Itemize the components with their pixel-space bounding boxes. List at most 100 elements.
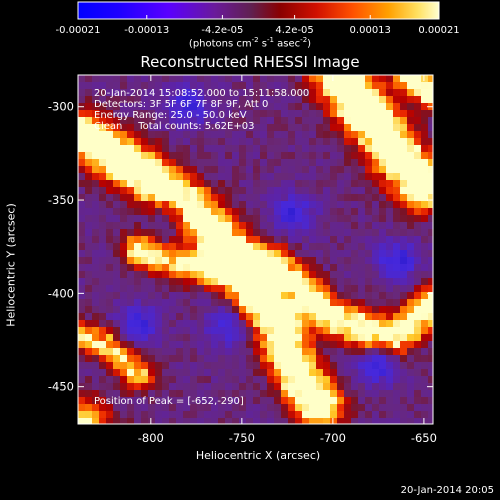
heatmap-cell [232, 159, 240, 167]
heatmap-cell [267, 383, 275, 391]
heatmap-cell [309, 292, 317, 300]
heatmap-cell [379, 383, 387, 391]
heatmap-cell [204, 355, 212, 363]
heatmap-cell [386, 180, 394, 188]
heatmap-cell [351, 110, 359, 118]
heatmap-cell [344, 313, 352, 321]
heatmap-cell [358, 362, 366, 370]
heatmap-cell [134, 313, 142, 321]
heatmap-cell [358, 327, 366, 335]
heatmap-cell [288, 180, 296, 188]
heatmap-cell [379, 285, 387, 293]
heatmap-cell [316, 278, 324, 286]
heatmap-cell [246, 159, 254, 167]
heatmap-cell [190, 117, 198, 125]
heatmap-cell [232, 271, 240, 279]
heatmap-cell [288, 152, 296, 160]
heatmap-cell [421, 369, 429, 377]
heatmap-cell [337, 138, 345, 146]
heatmap-cell [127, 390, 135, 398]
heatmap-cell [190, 152, 198, 160]
heatmap-cell [323, 173, 331, 181]
heatmap-cell [330, 285, 338, 293]
heatmap-cell [134, 376, 142, 384]
heatmap-cell [85, 89, 93, 97]
heatmap-cell [176, 194, 184, 202]
heatmap-cell [379, 397, 387, 405]
heatmap-cell [204, 82, 212, 90]
heatmap-cell [127, 320, 135, 328]
heatmap-cell [148, 166, 156, 174]
heatmap-cell [414, 152, 422, 160]
heatmap-cell [379, 236, 387, 244]
heatmap-cell [407, 82, 415, 90]
heatmap-cell [302, 257, 310, 265]
heatmap-cell [218, 152, 226, 160]
heatmap-cell [274, 376, 282, 384]
heatmap-cell [253, 348, 261, 356]
heatmap-cell [407, 166, 415, 174]
heatmap-cell [260, 208, 268, 216]
heatmap-cell [253, 96, 261, 104]
heatmap-cell [211, 201, 219, 209]
heatmap-cell [337, 166, 345, 174]
heatmap-cell [316, 75, 324, 83]
heatmap-cell [218, 180, 226, 188]
heatmap-cell [78, 257, 86, 265]
heatmap-cell [267, 152, 275, 160]
heatmap-cell [358, 75, 366, 83]
heatmap-cell [253, 264, 261, 272]
heatmap-cell [155, 285, 163, 293]
heatmap-cell [204, 250, 212, 258]
heatmap-cell [281, 96, 289, 104]
heatmap-cell [218, 145, 226, 153]
heatmap-cell [134, 138, 142, 146]
heatmap-cell [400, 334, 408, 342]
heatmap-cell [141, 145, 149, 153]
heatmap-cell [274, 124, 282, 132]
heatmap-cell [407, 390, 415, 398]
heatmap-cell [288, 243, 296, 251]
heatmap-cell [120, 75, 128, 83]
heatmap-cell [113, 194, 121, 202]
heatmap-cell [428, 89, 433, 97]
heatmap-cell [155, 152, 163, 160]
heatmap-cell [197, 222, 205, 230]
heatmap-cell [393, 334, 401, 342]
heatmap-cell [414, 320, 422, 328]
heatmap-cell [155, 299, 163, 307]
heatmap-cell [162, 264, 170, 272]
heatmap-cell [386, 138, 394, 146]
heatmap-cell [302, 117, 310, 125]
heatmap-cell [386, 222, 394, 230]
heatmap-cell [78, 222, 86, 230]
heatmap-cell [176, 299, 184, 307]
heatmap-cell [155, 397, 163, 405]
heatmap-cell [225, 271, 233, 279]
heatmap-cell [246, 215, 254, 223]
heatmap-cell [239, 187, 247, 195]
heatmap-cell [414, 264, 422, 272]
heatmap-cell [134, 201, 142, 209]
heatmap-cell [428, 418, 433, 424]
heatmap-cell [274, 187, 282, 195]
heatmap-cell [141, 334, 149, 342]
heatmap-cell [162, 159, 170, 167]
heatmap-cell [197, 348, 205, 356]
heatmap-cell [78, 82, 86, 90]
heatmap-cell [218, 362, 226, 370]
heatmap-cell [120, 145, 128, 153]
heatmap-cell [78, 124, 86, 132]
heatmap-cell [316, 313, 324, 321]
heatmap-cell [400, 180, 408, 188]
heatmap-cell [120, 327, 128, 335]
heatmap-cell [253, 152, 261, 160]
heatmap-cell [78, 250, 86, 258]
heatmap-cell [78, 243, 86, 251]
heatmap-cell [400, 117, 408, 125]
heatmap-cell [204, 96, 212, 104]
heatmap-cell [337, 222, 345, 230]
heatmap-cell [316, 264, 324, 272]
heatmap-cell [302, 271, 310, 279]
heatmap-cell [428, 96, 433, 104]
